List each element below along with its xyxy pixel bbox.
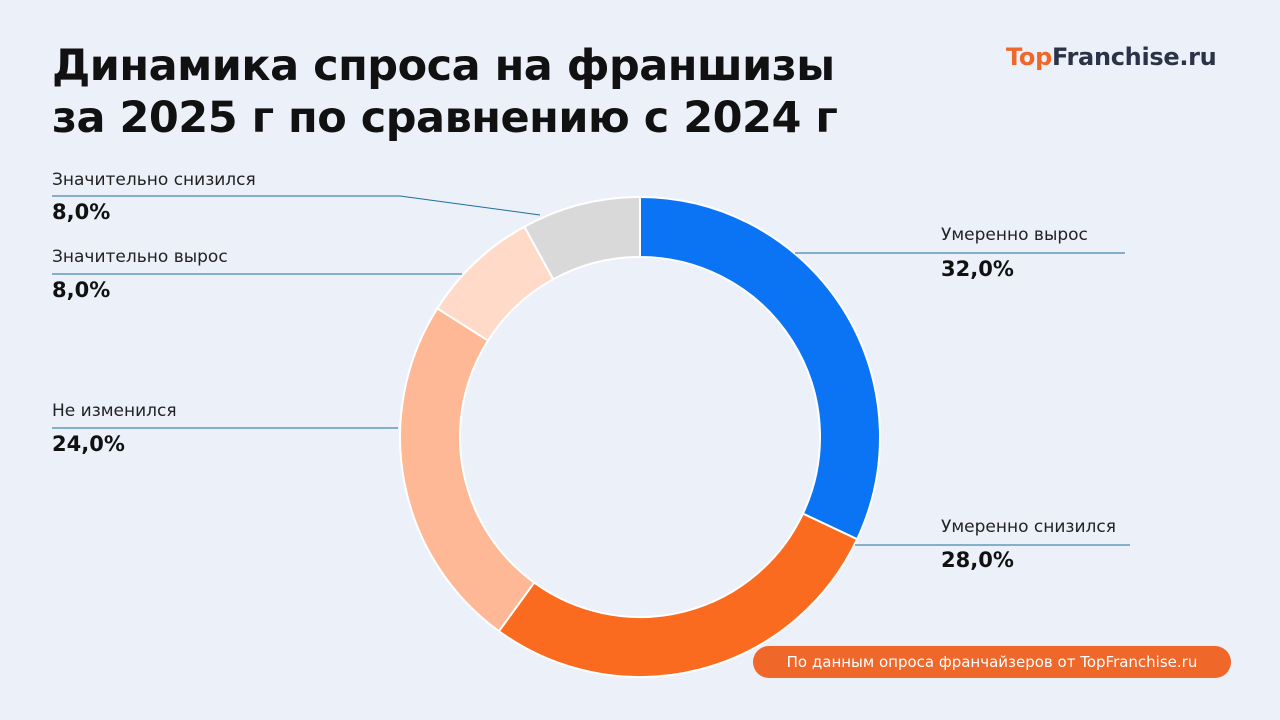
label-moderately-increased: Умеренно вырос: [941, 225, 1088, 245]
label-significantly-increased: Значительно вырос: [52, 247, 228, 267]
title-line-2: за 2025 г по сравнению с 2024 г: [52, 93, 838, 143]
value-significantly-decreased: 8,0%: [52, 200, 111, 224]
value-significantly-increased: 8,0%: [52, 278, 111, 302]
donut-slice: [399, 307, 536, 633]
title-line-1: Динамика спроса на франшизы: [52, 41, 835, 91]
leader-lines: [52, 195, 1130, 546]
value-moderately-decreased: 28,0%: [941, 548, 1014, 572]
value-moderately-increased: 32,0%: [941, 257, 1014, 281]
label-moderately-decreased: Умеренно снизился: [941, 517, 1116, 537]
source-badge: По данным опроса франчайзеров от TopFran…: [753, 646, 1231, 678]
page-title: Динамика спроса на франшизы за 2025 г по…: [52, 40, 838, 144]
brand-logo: TopFranchise.ru: [1006, 43, 1217, 71]
donut-slice: [523, 195, 641, 281]
value-unchanged: 24,0%: [52, 432, 125, 456]
label-significantly-decreased: Значительно снизился: [52, 170, 256, 190]
donut-slice: [639, 195, 881, 541]
label-unchanged: Не изменился: [52, 401, 177, 421]
